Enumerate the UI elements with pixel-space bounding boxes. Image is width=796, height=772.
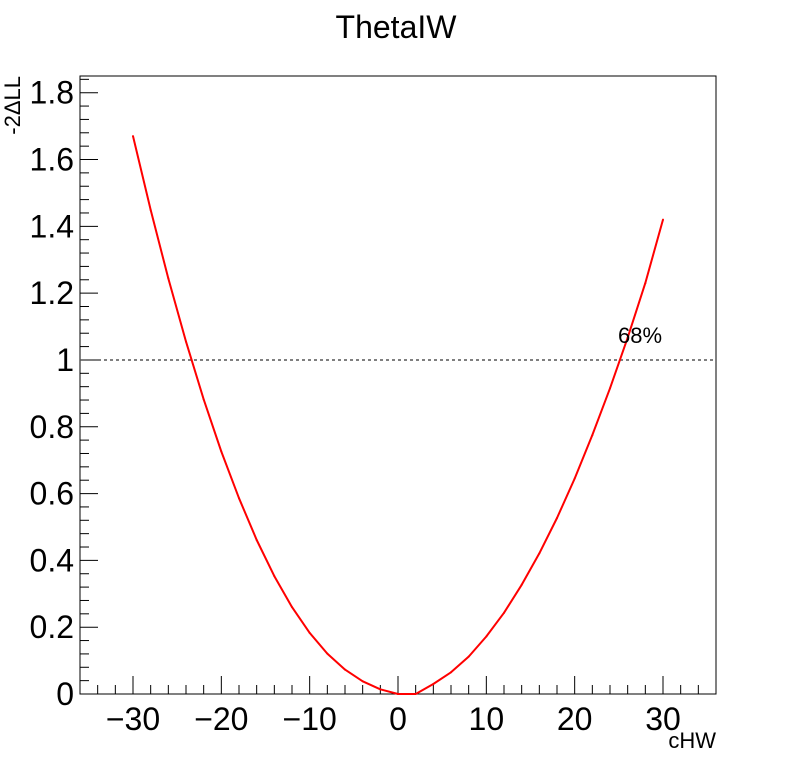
- data-point: [591, 434, 594, 437]
- chart-title: ThetaIW: [336, 9, 458, 45]
- data-point: [397, 693, 399, 695]
- data-point: [379, 688, 382, 691]
- y-axis-label: -2ΔLL: [0, 76, 25, 135]
- x-tick-label: 20: [557, 701, 593, 737]
- y-tick-label: 0.2: [30, 609, 74, 645]
- data-point: [644, 282, 647, 285]
- data-point: [220, 450, 223, 453]
- data-point: [255, 539, 258, 542]
- data-point: [503, 611, 505, 614]
- y-tick-label: 1.2: [30, 275, 74, 311]
- data-point: [485, 635, 488, 638]
- x-tick-label: −10: [283, 701, 337, 737]
- data-point: [450, 671, 452, 674]
- x-axis-label: cHW: [668, 728, 716, 753]
- y-tick-label: 1: [56, 342, 74, 378]
- data-point: [132, 135, 134, 138]
- data-point: [432, 682, 435, 685]
- data-point: [573, 477, 576, 480]
- x-tick-label: 30: [645, 701, 681, 737]
- series-group: [132, 135, 664, 695]
- data-point: [626, 336, 629, 339]
- y-tick-label: 0: [56, 676, 74, 712]
- axis-ticks: −30 −20 −10 0 10 20 30 0 0.2 0.4 0.6 0.8 1 1.2 1.4 1.6 1…: [30, 75, 717, 737]
- data-point: [520, 583, 523, 586]
- data-point: [167, 277, 170, 280]
- data-point: [361, 680, 364, 683]
- x-tick-label: −20: [194, 701, 248, 737]
- y-tick-label: 0.4: [30, 542, 74, 578]
- data-point: [609, 387, 611, 390]
- y-tick-label: 1.4: [30, 208, 74, 244]
- data-point: [308, 631, 311, 634]
- data-point: [185, 340, 187, 343]
- data-point: [326, 652, 329, 655]
- data-point: [238, 497, 240, 500]
- data-point: [467, 655, 470, 658]
- data-point: [556, 516, 558, 519]
- data-point: [291, 606, 293, 609]
- data-point: [344, 668, 346, 671]
- y-tick-label: 1.6: [30, 142, 74, 178]
- y-tick-label: 0.8: [30, 409, 74, 445]
- x-tick-label: −30: [106, 701, 160, 737]
- data-point: [662, 218, 664, 221]
- reference-line-label: 68%: [618, 323, 662, 348]
- data-point: [202, 398, 205, 401]
- data-point: [273, 575, 276, 578]
- plot-frame: [79, 75, 717, 695]
- series-curve: [132, 135, 664, 695]
- y-tick-label: 0.6: [30, 476, 74, 512]
- x-tick-label: 0: [389, 701, 407, 737]
- data-point: [414, 693, 417, 695]
- x-tick-label: 10: [469, 701, 505, 737]
- data-point: [149, 208, 152, 211]
- data-point: [538, 552, 541, 555]
- y-tick-label: 1.8: [30, 75, 74, 111]
